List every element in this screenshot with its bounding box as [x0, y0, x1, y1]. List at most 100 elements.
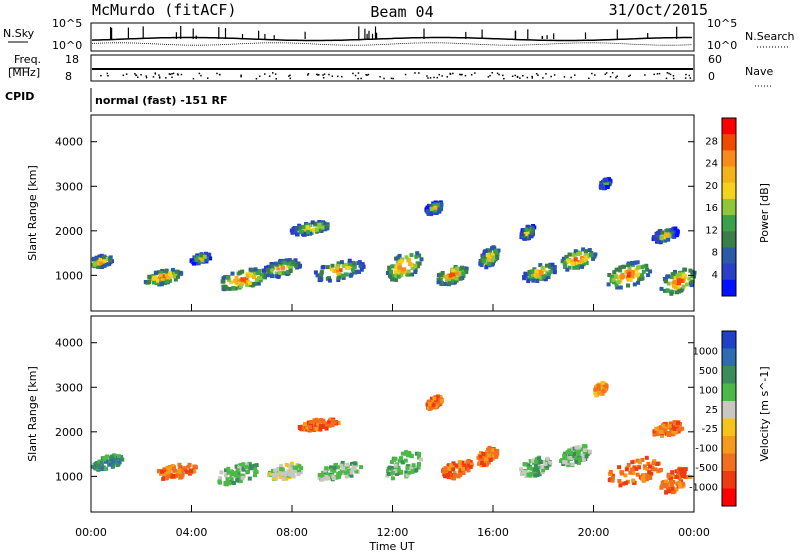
y-tick-label: 1000	[55, 269, 83, 282]
nave-point	[429, 77, 432, 79]
nave-point	[669, 73, 672, 76]
nave-point	[688, 74, 691, 77]
x-tick-label: 08:00	[276, 526, 308, 539]
echo-region	[220, 267, 268, 292]
nave-point	[656, 73, 659, 75]
beam-title: Beam 04	[370, 3, 433, 21]
nave-point	[322, 77, 325, 79]
nave-point	[354, 74, 357, 77]
nave-point	[684, 77, 687, 79]
nave-point	[436, 76, 438, 79]
nave-point	[367, 73, 370, 76]
colorbar-tick-label: 500	[699, 366, 718, 377]
colorbar-tick-label: 25	[705, 405, 718, 416]
nave-point	[404, 73, 407, 76]
echo-region	[519, 455, 553, 478]
power-y-label: Slant Range [km]	[26, 165, 39, 261]
colorbar-swatch	[722, 471, 736, 489]
nave-point	[531, 75, 533, 78]
echo-region	[659, 267, 697, 296]
nave-point	[689, 77, 692, 79]
nave-point	[531, 77, 533, 79]
x-tick-label: 00:00	[678, 526, 710, 539]
nave-point	[604, 73, 606, 75]
nave-point	[487, 76, 490, 78]
nave-point	[289, 77, 291, 80]
colorbar-swatch	[722, 118, 736, 135]
velocity-colorbar-label: Velocity [m s^-1]	[758, 366, 771, 461]
colorbar-swatch	[722, 134, 736, 151]
y-tick-label: 2000	[55, 225, 83, 238]
nave-point	[106, 72, 109, 75]
nave-point	[307, 74, 309, 76]
colorbar-tick-label: -100	[695, 444, 718, 455]
colorbar-swatch	[722, 331, 736, 349]
echo-region	[91, 253, 114, 269]
nave-point	[145, 75, 147, 77]
date-title: 31/Oct/2015	[609, 1, 708, 19]
echo-region	[424, 200, 444, 217]
nave-point	[550, 75, 552, 78]
nave-point	[594, 74, 596, 76]
echo-region	[385, 251, 424, 282]
colorbar-swatch	[722, 366, 736, 384]
echo-region	[593, 380, 609, 398]
cpid-text: normal (fast) -151 RF	[95, 94, 228, 107]
nave-tick-bottom: 0	[708, 70, 715, 83]
nave-point	[352, 72, 354, 75]
colorbar-swatch	[722, 166, 736, 184]
colorbar-tick-label: 24	[705, 159, 718, 170]
nave-point	[137, 76, 139, 78]
y-tick-label: 1000	[55, 470, 83, 483]
nave-point	[653, 73, 655, 76]
nave-point	[379, 76, 381, 78]
x-axis-label: Time UT	[368, 540, 414, 553]
nave-point	[328, 73, 330, 76]
nave-point	[180, 73, 183, 76]
nave-point	[414, 72, 416, 74]
colorbar-tick-label: 20	[705, 181, 718, 192]
nave-point	[452, 72, 454, 75]
nave-point	[616, 75, 618, 77]
nave-point	[446, 76, 448, 78]
nave-point	[154, 73, 157, 75]
nave-point	[489, 74, 491, 77]
nave-point	[158, 74, 160, 76]
velocity-frame	[90, 315, 695, 513]
nave-point	[331, 75, 334, 77]
nsky-tick-top: 10^5	[52, 17, 82, 30]
echo-region	[91, 453, 125, 472]
nave-point	[570, 76, 572, 79]
nsearch-tick-top: 10^5	[707, 17, 737, 30]
nave-point	[502, 74, 504, 77]
nave-point	[216, 72, 218, 75]
nave-point	[611, 72, 614, 74]
nave-point	[644, 74, 646, 76]
nave-point	[158, 76, 161, 78]
colorbar-swatch	[722, 198, 736, 216]
colorbar-tick-label: -25	[702, 424, 718, 435]
colorbar-tick-label: -500	[695, 463, 718, 474]
colorbar-tick-label: 1000	[693, 346, 718, 357]
colorbar-tick-label: 100	[699, 385, 718, 396]
nave-point	[433, 76, 435, 79]
colorbar-swatch	[722, 215, 736, 232]
nave-point	[629, 74, 631, 77]
nsky-trace-line	[91, 36, 692, 42]
colorbar-swatch	[722, 150, 736, 168]
nave-point	[514, 74, 516, 77]
colorbar-swatch	[722, 401, 736, 419]
nave-point	[390, 77, 393, 80]
nave-point	[192, 77, 195, 80]
nave-point	[553, 74, 556, 76]
nave-point	[135, 74, 137, 77]
nave-point	[288, 75, 290, 77]
nave-point	[460, 74, 462, 76]
nave-point	[459, 73, 461, 76]
nave-point	[289, 74, 291, 76]
colorbar-swatch	[722, 488, 736, 507]
echo-region	[317, 460, 364, 482]
nave-point	[240, 74, 242, 76]
echo-region	[143, 268, 184, 287]
nave-point	[360, 77, 362, 80]
